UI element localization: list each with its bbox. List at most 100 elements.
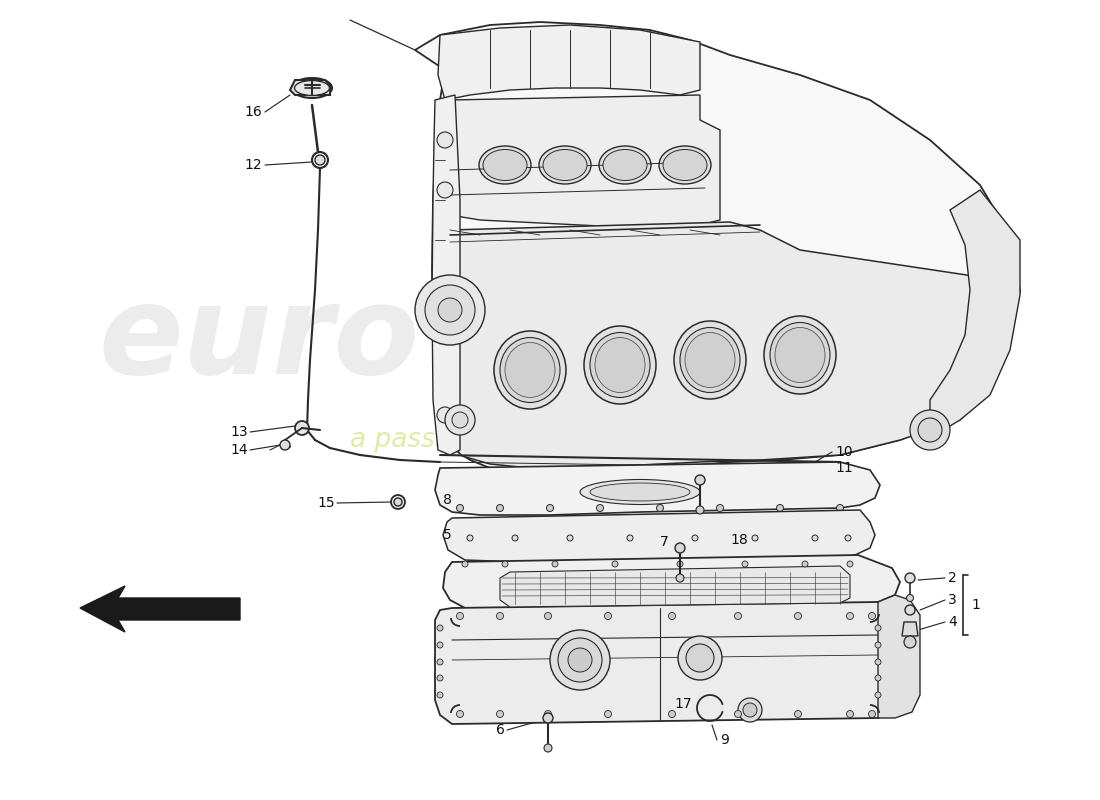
- Circle shape: [657, 505, 663, 511]
- Polygon shape: [438, 25, 700, 100]
- Ellipse shape: [500, 338, 560, 402]
- Circle shape: [544, 613, 551, 619]
- Circle shape: [735, 613, 741, 619]
- Circle shape: [437, 625, 443, 631]
- Text: ces: ces: [430, 279, 663, 401]
- Ellipse shape: [590, 483, 690, 501]
- Text: 1: 1: [971, 598, 980, 612]
- Ellipse shape: [590, 333, 650, 398]
- Circle shape: [496, 710, 504, 718]
- Polygon shape: [446, 95, 720, 228]
- Circle shape: [437, 407, 453, 423]
- Circle shape: [874, 642, 881, 648]
- Circle shape: [456, 710, 463, 718]
- Circle shape: [280, 440, 290, 450]
- Circle shape: [544, 710, 551, 718]
- Circle shape: [512, 535, 518, 541]
- Circle shape: [312, 152, 328, 168]
- Ellipse shape: [770, 322, 830, 387]
- Circle shape: [669, 613, 675, 619]
- Ellipse shape: [764, 316, 836, 394]
- Circle shape: [568, 648, 592, 672]
- Text: 18: 18: [730, 533, 748, 547]
- Circle shape: [437, 675, 443, 681]
- Circle shape: [752, 535, 758, 541]
- Circle shape: [544, 744, 552, 752]
- Ellipse shape: [659, 146, 711, 184]
- Circle shape: [496, 613, 504, 619]
- Circle shape: [543, 713, 553, 723]
- Polygon shape: [434, 462, 880, 515]
- Polygon shape: [930, 190, 1020, 438]
- Circle shape: [468, 535, 473, 541]
- Circle shape: [438, 298, 462, 322]
- Circle shape: [456, 613, 463, 619]
- Circle shape: [905, 573, 915, 583]
- Circle shape: [802, 561, 808, 567]
- Circle shape: [496, 505, 504, 511]
- Circle shape: [612, 561, 618, 567]
- Ellipse shape: [483, 150, 527, 181]
- Ellipse shape: [674, 321, 746, 399]
- Circle shape: [675, 543, 685, 553]
- Ellipse shape: [584, 326, 656, 404]
- Text: euro: euro: [99, 279, 420, 401]
- Circle shape: [676, 561, 683, 567]
- Ellipse shape: [292, 78, 332, 98]
- Circle shape: [874, 625, 881, 631]
- Circle shape: [390, 495, 405, 509]
- Circle shape: [874, 675, 881, 681]
- Circle shape: [676, 574, 684, 582]
- Text: 8: 8: [443, 493, 452, 507]
- Polygon shape: [290, 80, 330, 95]
- Ellipse shape: [776, 327, 825, 382]
- Polygon shape: [440, 222, 1010, 468]
- Circle shape: [904, 636, 916, 648]
- Text: 10: 10: [835, 445, 852, 459]
- Circle shape: [847, 613, 854, 619]
- Circle shape: [692, 535, 698, 541]
- Ellipse shape: [539, 146, 591, 184]
- Circle shape: [869, 710, 876, 718]
- Polygon shape: [443, 510, 874, 562]
- Text: 15: 15: [318, 496, 336, 510]
- Circle shape: [558, 638, 602, 682]
- Circle shape: [605, 710, 612, 718]
- Text: 9: 9: [720, 733, 729, 747]
- Circle shape: [446, 405, 475, 435]
- Text: a passion for: a passion for: [350, 427, 519, 453]
- Circle shape: [910, 410, 950, 450]
- Circle shape: [742, 561, 748, 567]
- Circle shape: [874, 692, 881, 698]
- Ellipse shape: [580, 479, 700, 505]
- Circle shape: [315, 155, 324, 165]
- Circle shape: [437, 692, 443, 698]
- Circle shape: [847, 561, 852, 567]
- Circle shape: [566, 535, 573, 541]
- Text: 7: 7: [660, 535, 669, 549]
- Ellipse shape: [905, 605, 915, 615]
- Circle shape: [415, 275, 485, 345]
- Ellipse shape: [685, 333, 735, 387]
- Circle shape: [735, 710, 741, 718]
- Text: 13: 13: [230, 425, 248, 439]
- Circle shape: [425, 285, 475, 335]
- Text: since 1985: since 1985: [570, 446, 737, 474]
- Circle shape: [669, 710, 675, 718]
- Circle shape: [456, 505, 463, 511]
- Circle shape: [742, 703, 757, 717]
- Circle shape: [686, 644, 714, 672]
- Circle shape: [502, 561, 508, 567]
- Ellipse shape: [663, 150, 707, 181]
- Circle shape: [547, 505, 553, 511]
- Ellipse shape: [494, 331, 566, 409]
- Text: 14: 14: [230, 443, 248, 457]
- Circle shape: [696, 506, 704, 514]
- Text: 17: 17: [674, 697, 692, 711]
- Ellipse shape: [295, 81, 330, 95]
- Circle shape: [794, 710, 802, 718]
- Text: 11: 11: [835, 461, 852, 475]
- Polygon shape: [432, 95, 460, 455]
- Circle shape: [295, 421, 309, 435]
- Circle shape: [906, 594, 913, 602]
